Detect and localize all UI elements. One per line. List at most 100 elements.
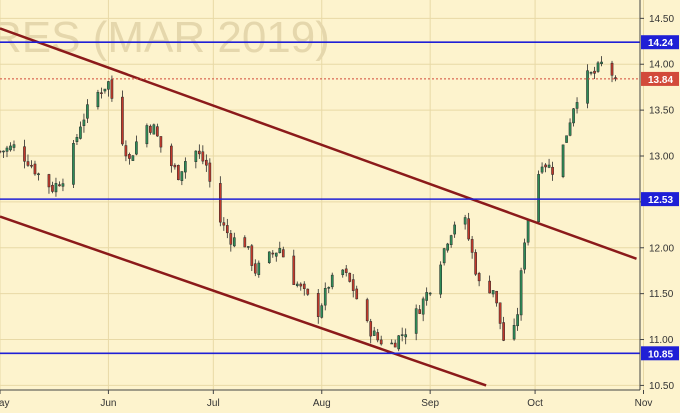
candle-down [299, 283, 303, 287]
candle-up [103, 88, 107, 92]
y-tick-label: 12.00 [649, 243, 674, 254]
candle-down [218, 183, 222, 223]
candle-up [453, 224, 456, 235]
candle-up [547, 164, 551, 168]
level-tag: 12.53 [648, 195, 673, 206]
candle-down [229, 233, 233, 245]
candle-down [124, 145, 128, 157]
candle-down [316, 293, 320, 317]
candle-down [250, 245, 254, 266]
candle-up [526, 219, 530, 243]
candle-down [488, 280, 491, 294]
candle-down [470, 239, 474, 253]
candle-up [135, 141, 138, 155]
candle-up [246, 246, 250, 248]
candle-down [495, 290, 498, 304]
candle-down [100, 92, 103, 94]
candle-down [306, 288, 310, 295]
candle-up [75, 137, 79, 142]
candle-down [198, 150, 201, 155]
y-tick-label: 14.00 [649, 60, 674, 71]
x-tick-label: Nov [635, 398, 653, 409]
x-tick-label: Aug [313, 398, 331, 409]
candle-down [128, 154, 131, 159]
candle-down [498, 302, 502, 324]
candle-up [589, 72, 593, 74]
candle-up [131, 155, 135, 161]
candle-up [2, 150, 5, 153]
candle-up [327, 287, 331, 289]
candle-down [551, 166, 554, 175]
candle-up [446, 243, 449, 251]
candle-down [379, 339, 383, 345]
candle-down [502, 322, 505, 341]
candle-up [320, 305, 324, 318]
candle-up [600, 61, 603, 64]
candle-up [442, 248, 446, 264]
x-tick-label: Jun [100, 398, 116, 409]
candle-down [173, 164, 177, 168]
candle-up [400, 334, 404, 336]
candle-up [145, 125, 149, 145]
candle-up [449, 235, 453, 246]
candle-down [205, 159, 208, 166]
candle-up [414, 308, 418, 334]
candle-up [61, 183, 65, 187]
x-tick-label: Sep [421, 398, 439, 409]
x-tick-label: May [0, 398, 9, 409]
candle-down [243, 237, 247, 248]
candle-up [267, 251, 271, 263]
candle-down [610, 62, 614, 76]
candle-up [295, 283, 299, 286]
candle-down [474, 252, 477, 275]
candle-down [351, 279, 355, 291]
candle-down [376, 332, 380, 341]
level-tag: 10.85 [648, 349, 673, 360]
candle-down [30, 164, 33, 167]
candle-up [512, 325, 516, 340]
candle-up [330, 274, 334, 288]
candle-down [156, 126, 159, 137]
candle-up [439, 264, 442, 295]
price-tags-layer: 14.24 12.53 10.85 13.84 [641, 35, 679, 361]
candle-down [593, 70, 596, 74]
candle-down [348, 272, 352, 282]
level-tag-bg [641, 35, 679, 50]
candle-up [561, 144, 565, 177]
candle-down [170, 145, 173, 167]
candle-down [365, 299, 369, 322]
candle-up [79, 126, 82, 139]
candle-up [397, 335, 401, 350]
candle-down [208, 162, 212, 182]
candle-up [5, 147, 9, 152]
candle-down [614, 77, 617, 80]
candle-up [82, 119, 86, 126]
candle-down [393, 342, 397, 348]
candle-up [323, 287, 327, 306]
candle-up [9, 145, 12, 151]
candle-down [110, 79, 114, 99]
candle-up [586, 70, 589, 104]
candle-down [369, 321, 373, 337]
candle-up [232, 237, 236, 247]
candle-down [225, 225, 229, 234]
candle-up [523, 242, 526, 270]
candle-up [107, 81, 110, 90]
candle-down [281, 249, 285, 258]
candle-down [544, 164, 547, 168]
candle-up [519, 270, 523, 316]
y-tick-label: 11.50 [649, 289, 674, 300]
candle-down [58, 184, 61, 187]
candle-up [404, 334, 408, 338]
level-tag-bg [641, 346, 679, 361]
x-tick-label: Oct [527, 398, 543, 409]
candle-up [257, 262, 261, 275]
candle-up [516, 314, 519, 327]
candle-down [271, 252, 275, 255]
candle-up [425, 292, 429, 301]
candle-up [72, 143, 75, 185]
candle-up [565, 135, 568, 143]
candle-up [184, 161, 187, 173]
